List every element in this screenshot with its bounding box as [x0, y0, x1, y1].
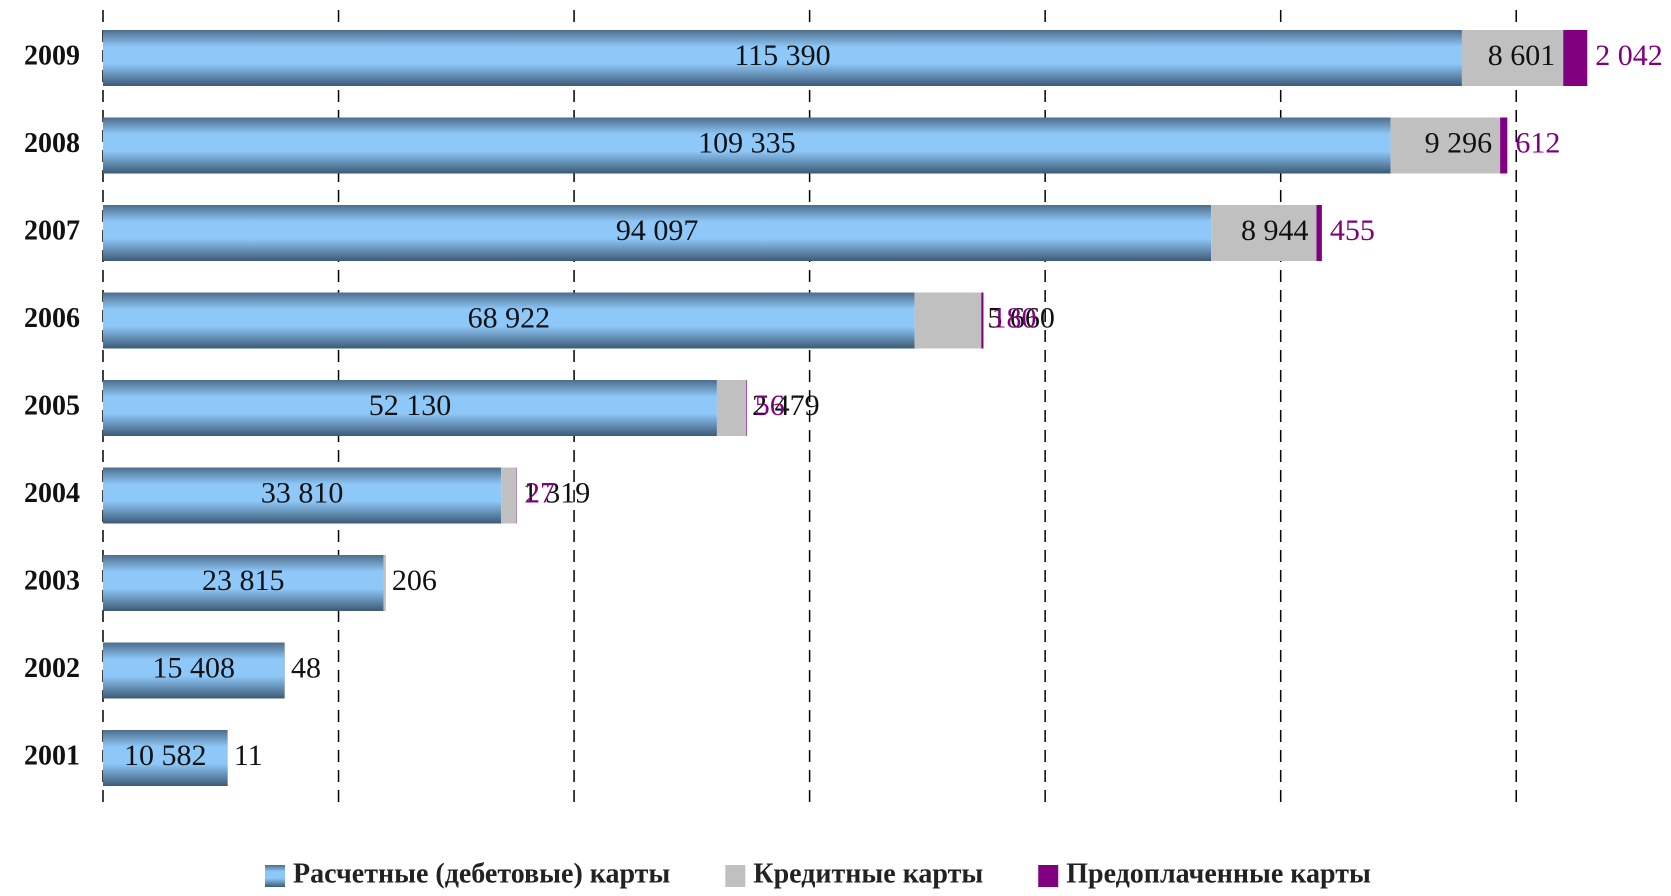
bar-segment [716, 380, 747, 436]
data-label: 115 390 [734, 39, 830, 72]
data-label: 33 810 [261, 476, 344, 509]
bar-segment [501, 467, 517, 524]
y-tick-label: 2009 [24, 40, 80, 71]
data-label: 15 408 [152, 651, 235, 684]
bar-segment [103, 117, 1391, 174]
bar-segment [103, 30, 1462, 86]
data-label: 2 042 [1595, 39, 1663, 72]
data-label: 68 922 [468, 301, 551, 334]
y-tick-label: 2007 [24, 215, 80, 246]
y-tick-label: 2004 [24, 478, 80, 509]
y-tick-label: 2008 [24, 128, 80, 159]
bar-segment [103, 555, 384, 611]
bar-segment [103, 467, 502, 524]
data-label: 23 815 [202, 564, 285, 597]
data-label: 5 660 [987, 301, 1054, 334]
data-label: 27 [525, 476, 555, 509]
bar-segment [746, 380, 747, 436]
legend-label: Кредитные карты [753, 858, 983, 889]
bar-segment [383, 555, 386, 611]
y-tick-label: 2002 [24, 653, 80, 684]
data-label: 1 319 [523, 476, 591, 509]
data-label: 11 [234, 739, 263, 772]
legend-label: Расчетные (дебетовые) карты [293, 858, 670, 889]
y-tick-label: 2005 [24, 390, 80, 421]
legend-swatch [1038, 865, 1059, 887]
data-label: 48 [291, 651, 321, 684]
bar-segment [103, 205, 1212, 261]
bar-segment [1211, 205, 1317, 261]
bar-segment [1563, 30, 1588, 86]
data-label: 52 130 [369, 389, 452, 422]
data-label: 9 296 [1425, 126, 1493, 159]
bar-segment [981, 292, 984, 349]
bar-segment [103, 292, 915, 349]
data-label: 2 479 [752, 389, 820, 422]
data-label: 94 097 [616, 214, 699, 247]
legend-swatch [725, 865, 746, 887]
data-label: 8 601 [1488, 39, 1556, 72]
bar-segment [103, 380, 717, 436]
data-label: 612 [1515, 126, 1560, 159]
bar-segment [1316, 205, 1322, 261]
data-label: 455 [1330, 214, 1375, 247]
bar-segment [103, 730, 228, 786]
y-tick-label: 2006 [24, 303, 80, 334]
legend-label: Предоплаченные карты [1066, 858, 1371, 889]
bar-segment [284, 642, 286, 699]
data-label: 180 [991, 301, 1036, 334]
y-tick-label: 2001 [24, 740, 80, 771]
y-tick-label: 2003 [24, 565, 80, 596]
bar-segment [1500, 117, 1508, 174]
data-label: 10 582 [124, 739, 207, 772]
legend-swatch [265, 865, 285, 887]
data-label: 8 944 [1241, 214, 1309, 247]
data-label: 56 [755, 389, 785, 422]
bar-segment [103, 642, 285, 699]
bar-segment [914, 292, 982, 349]
bar-segment [1461, 30, 1564, 86]
bar-segment [1390, 117, 1501, 174]
data-label: 206 [392, 564, 437, 597]
data-label: 109 335 [698, 126, 796, 159]
